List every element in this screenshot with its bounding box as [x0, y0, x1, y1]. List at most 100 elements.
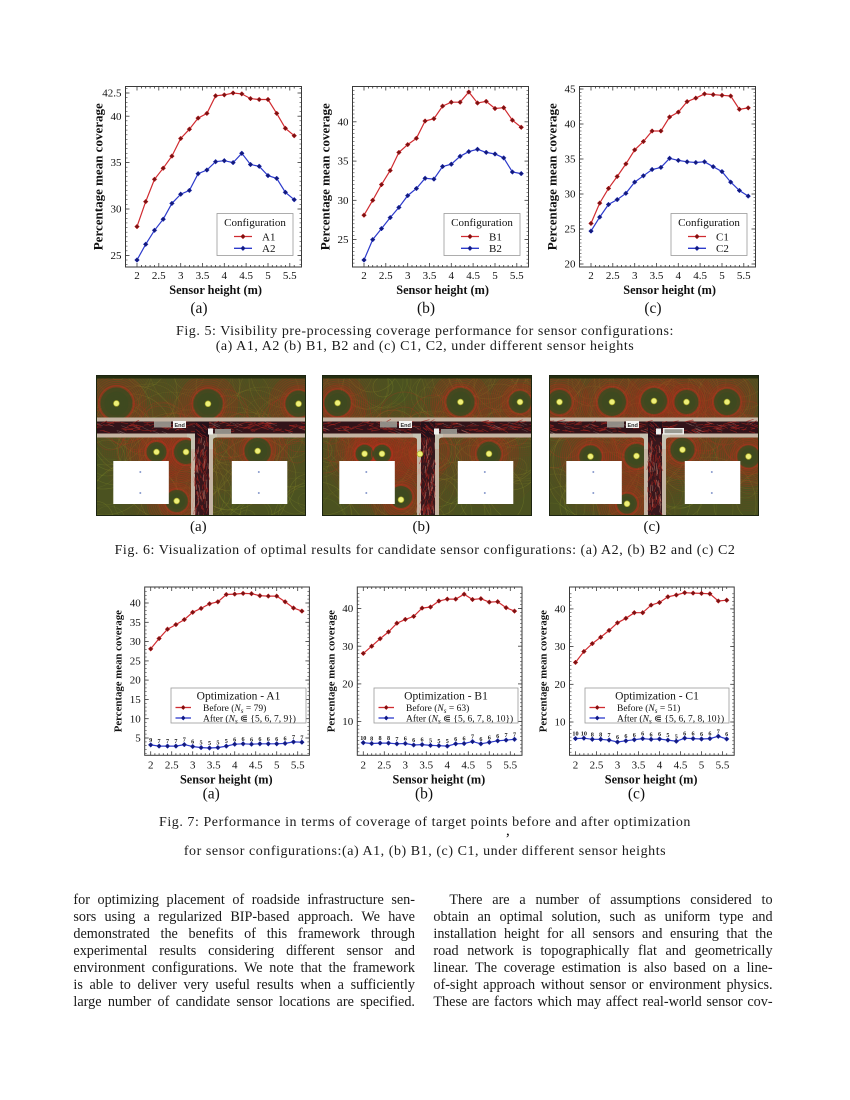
- svg-text:3: 3: [632, 270, 638, 282]
- svg-text:10: 10: [130, 713, 142, 725]
- svg-text:10: 10: [360, 735, 366, 742]
- svg-text:3.5: 3.5: [196, 270, 210, 282]
- svg-text:A1: A1: [262, 231, 275, 243]
- svg-text:6: 6: [421, 737, 424, 744]
- svg-text:6: 6: [683, 730, 686, 737]
- svg-text:2: 2: [573, 760, 579, 772]
- svg-text:(b): (b): [417, 300, 435, 317]
- svg-text:(b): (b): [415, 786, 433, 803]
- svg-text:2: 2: [588, 270, 594, 282]
- svg-text:5: 5: [666, 732, 669, 739]
- svg-text:4: 4: [657, 760, 663, 772]
- svg-text:4: 4: [445, 760, 451, 772]
- svg-text:2.5: 2.5: [165, 760, 179, 772]
- svg-text:2: 2: [361, 270, 367, 282]
- svg-text:30: 30: [111, 204, 123, 216]
- svg-text:25: 25: [130, 656, 142, 668]
- svg-text:5.5: 5.5: [737, 270, 751, 282]
- svg-text:25: 25: [111, 250, 123, 262]
- svg-text:35: 35: [565, 154, 577, 166]
- svg-text:5: 5: [699, 760, 705, 772]
- svg-text:10: 10: [342, 716, 354, 728]
- svg-text:3: 3: [615, 760, 621, 772]
- svg-text:30: 30: [342, 641, 354, 653]
- svg-text:6: 6: [650, 731, 653, 738]
- svg-text:7: 7: [505, 732, 508, 739]
- svg-text:7: 7: [300, 734, 303, 741]
- svg-text:40: 40: [342, 603, 354, 615]
- svg-text:A2: A2: [262, 243, 275, 255]
- svg-text:15: 15: [130, 694, 142, 706]
- svg-text:2.5: 2.5: [377, 760, 391, 772]
- svg-text:3: 3: [178, 270, 184, 282]
- svg-text:4.5: 4.5: [693, 270, 707, 282]
- svg-text:5: 5: [225, 738, 228, 745]
- svg-text:20: 20: [130, 675, 142, 687]
- svg-text:6: 6: [412, 737, 415, 744]
- svg-text:Sensor height (m): Sensor height (m): [605, 773, 698, 787]
- svg-text:5.5: 5.5: [291, 760, 305, 772]
- svg-text:5: 5: [492, 270, 498, 282]
- svg-text:B1: B1: [489, 231, 502, 243]
- svg-text:Configuration: Configuration: [224, 217, 286, 229]
- svg-text:2.5: 2.5: [379, 270, 393, 282]
- svg-text:6: 6: [641, 731, 644, 738]
- svg-text:6: 6: [624, 733, 627, 740]
- svg-text:20: 20: [555, 679, 567, 691]
- svg-text:6: 6: [692, 731, 695, 738]
- svg-text:6: 6: [233, 736, 236, 743]
- svg-text:7: 7: [183, 737, 186, 744]
- svg-text:4.5: 4.5: [249, 760, 263, 772]
- svg-text:5: 5: [675, 733, 678, 740]
- svg-text:Sensor height (m): Sensor height (m): [623, 283, 716, 297]
- svg-text:3: 3: [190, 760, 196, 772]
- svg-text:6: 6: [708, 731, 711, 738]
- svg-text:6: 6: [463, 736, 466, 743]
- svg-text:40: 40: [565, 119, 577, 131]
- svg-text:C1: C1: [716, 231, 729, 243]
- svg-text:4: 4: [232, 760, 238, 772]
- svg-text:7: 7: [513, 731, 516, 738]
- svg-text:8: 8: [370, 736, 373, 743]
- svg-text:5.5: 5.5: [716, 760, 730, 772]
- svg-text:Sensor height (m): Sensor height (m): [180, 773, 273, 787]
- svg-text:6: 6: [616, 734, 619, 741]
- svg-text:After (Ns ⋐ {5, 6, 7, 8, 10}): After (Ns ⋐ {5, 6, 7, 8, 10}): [406, 713, 513, 725]
- svg-text:3.5: 3.5: [423, 270, 437, 282]
- svg-text:8: 8: [599, 731, 602, 738]
- svg-text:6: 6: [700, 731, 703, 738]
- svg-text:8: 8: [591, 731, 594, 738]
- svg-text:3: 3: [405, 270, 411, 282]
- svg-text:5: 5: [216, 740, 219, 747]
- svg-text:4.5: 4.5: [466, 270, 480, 282]
- svg-text:20: 20: [342, 679, 354, 691]
- svg-text:7: 7: [158, 738, 161, 745]
- svg-text:2: 2: [148, 760, 154, 772]
- svg-text:Optimization - A1: Optimization - A1: [197, 691, 281, 703]
- svg-text:(a): (a): [190, 300, 207, 317]
- svg-text:6: 6: [404, 736, 407, 743]
- svg-text:2.5: 2.5: [152, 270, 166, 282]
- svg-text:5: 5: [274, 760, 280, 772]
- svg-text:30: 30: [565, 189, 577, 201]
- svg-text:End: End: [627, 423, 637, 429]
- svg-text:10: 10: [581, 730, 587, 737]
- svg-text:5: 5: [265, 270, 271, 282]
- svg-text:3.5: 3.5: [207, 760, 221, 772]
- svg-text:C2: C2: [716, 243, 729, 255]
- svg-text:5.5: 5.5: [283, 270, 297, 282]
- svg-text:5.5: 5.5: [503, 760, 517, 772]
- svg-text:25: 25: [338, 234, 350, 246]
- svg-text:10: 10: [555, 717, 567, 729]
- svg-text:6: 6: [658, 731, 661, 738]
- svg-text:5: 5: [437, 738, 440, 745]
- svg-text:7: 7: [471, 734, 474, 741]
- svg-text:4.5: 4.5: [461, 760, 475, 772]
- svg-text:3.5: 3.5: [650, 270, 664, 282]
- svg-text:6: 6: [488, 734, 491, 741]
- svg-text:35: 35: [130, 617, 142, 629]
- svg-text:8: 8: [387, 735, 390, 742]
- svg-text:40: 40: [111, 111, 123, 123]
- svg-text:Percentage mean coverage: Percentage mean coverage: [545, 103, 560, 250]
- svg-text:3: 3: [403, 760, 409, 772]
